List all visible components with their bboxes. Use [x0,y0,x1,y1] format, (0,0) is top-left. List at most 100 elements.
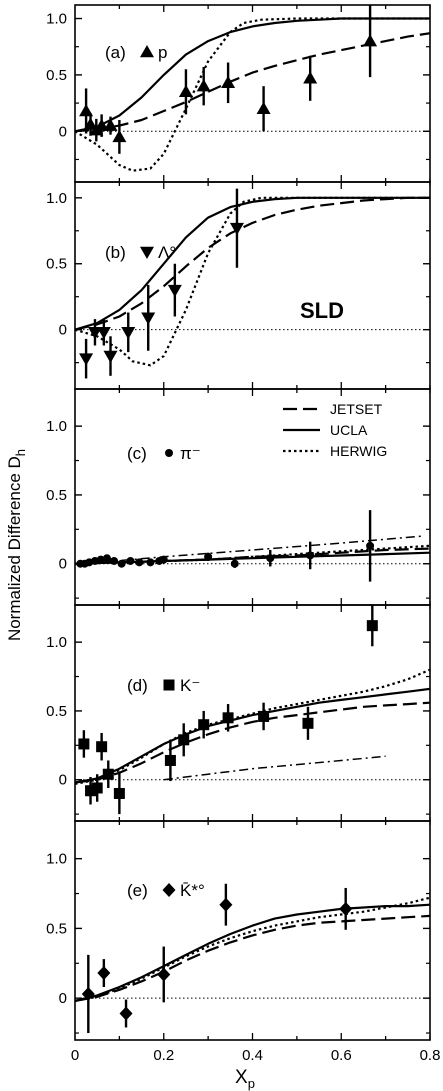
curve-ucla [75,196,430,331]
curve-ucla [75,17,430,133]
y-tick-label: 1.0 [46,851,67,868]
marker-diamond [339,901,353,916]
curve-jetset [75,914,430,1002]
marker-triangle-up [103,118,118,131]
curve-ucla [75,687,430,784]
y-tick-label: 0 [59,556,67,573]
marker-circle [306,551,315,560]
marker-circle [230,559,239,568]
theory-curves [75,896,430,1002]
marker-triangle-up [256,101,271,114]
panel-tag: (c) [127,444,147,463]
particle-label: K⁻ [180,676,200,695]
curve-ucla [75,903,430,1002]
marker-square [78,738,90,750]
marker-triangle-up [363,34,378,47]
marker-triangle-down [140,246,154,259]
panel-c: 0 0.5 1.0 (c) π⁻ JETSET UCLA HERWIG [46,388,431,606]
x-axis-label: Xp [235,1067,255,1091]
data-points [79,188,244,379]
marker-triangle-up [83,117,98,130]
marker-diamond [119,1006,133,1021]
x-tick-label: 0.6 [331,1047,352,1064]
curve-dashdot [163,755,386,781]
legend-label-jetset: JETSET [330,401,383,417]
experiment-label: SLD [300,298,344,323]
marker-diamond [219,897,233,912]
marker-diamond [157,967,171,982]
panel-d: 0 0.5 1.0 (d) K⁻ [46,604,431,822]
marker-circle [96,555,105,564]
legend: JETSET UCLA HERWIG [283,401,387,459]
panel-tag: (a) [105,43,126,62]
marker-triangle-down [167,284,182,298]
marker-square [85,785,97,797]
theory-curves [75,668,430,785]
marker-circle [266,554,275,563]
curve-herwig [75,196,430,367]
marker-triangle-down [121,327,136,340]
marker-square [222,712,234,724]
data-points [78,605,378,815]
y-tick-label: 0 [59,990,67,1007]
y-axis-label: Normalized Difference Dh [5,449,28,641]
marker-triangle-up [196,79,211,92]
marker-square [198,719,210,731]
marker-circle [110,556,119,565]
x-tick-label: 0.8 [420,1047,441,1064]
data-points [81,883,353,1034]
data-points [79,5,378,154]
theory-curves [75,196,430,367]
panel-tag: (d) [127,676,148,695]
theory-curves [75,17,430,172]
marker-triangle-down [96,327,111,340]
x-tick-label: 0.2 [153,1047,174,1064]
panel-a: 0 0.5 1.0 (a) p [46,4,431,183]
marker-circle [165,449,173,457]
legend-label-herwig: HERWIG [330,443,387,459]
y-tick-label: 0 [59,322,67,339]
marker-triangle-up [94,118,109,131]
marker-square [258,710,270,722]
marker-circle [102,554,111,563]
marker-circle [146,558,155,567]
y-tick-label: 0 [59,772,67,789]
marker-triangle-up [303,71,318,84]
marker-square [91,782,103,794]
marker-triangle-down [79,353,94,366]
marker-triangle-up [178,84,193,98]
y-tick-label: 0.5 [46,256,67,273]
panel-e: 0 0.5 1.0 (e) K̄*° [46,820,431,1041]
marker-triangle-down [229,222,244,236]
x-tick-label: 0 [71,1047,79,1064]
marker-triangle-up [140,45,154,58]
marker-square [178,734,190,746]
x-tick-label: 0.4 [242,1047,263,1064]
x-axis-tick-labels: 0 0.2 0.4 0.6 0.8 [71,1047,441,1064]
marker-triangle-up [79,103,94,117]
marker-triangle-down [103,350,118,364]
y-tick-label: 1.0 [46,11,67,28]
marker-circle [159,555,168,564]
y-tick-label: 0.5 [46,67,67,84]
data-points [76,510,375,582]
marker-square [164,754,176,766]
marker-circle [366,541,375,550]
y-tick-label: 1.0 [46,190,67,207]
y-tick-label: 0 [59,123,67,140]
y-tick-label: 0.5 [46,487,67,504]
marker-square [96,741,108,753]
marker-square [163,679,175,691]
legend-label-ucla: UCLA [330,422,368,438]
marker-diamond [81,986,95,1001]
marker-triangle-up [221,75,236,89]
curve-herwig [75,17,430,172]
marker-circle [126,556,135,565]
marker-square [102,768,114,780]
panel-tag: (b) [105,243,126,262]
panel-frame [74,388,431,606]
curve-jetset [75,32,430,133]
y-tick-label: 0.5 [46,920,67,937]
marker-square [366,620,378,632]
